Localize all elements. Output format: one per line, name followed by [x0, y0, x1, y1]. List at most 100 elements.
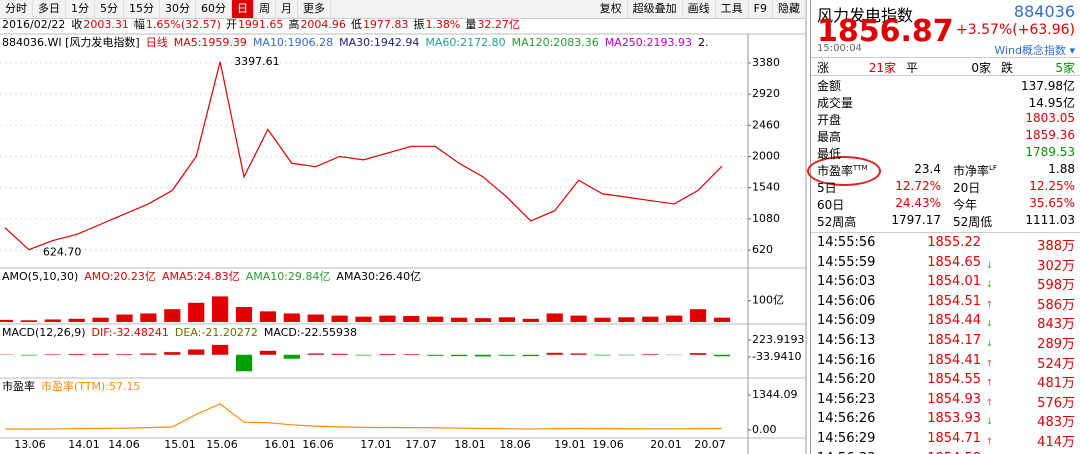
- trade-time: 14:55:59: [817, 254, 876, 270]
- bar: [474, 318, 492, 322]
- quote-change: +3.57%(+63.96): [956, 22, 1075, 38]
- info-value: 1.38%: [425, 18, 461, 31]
- index-type[interactable]: Wind概念指数 ▾: [994, 44, 1075, 57]
- bar: [212, 344, 229, 355]
- ratio-value: 1.88: [1048, 162, 1075, 176]
- info-item: 幅1.65%(32.57): [134, 18, 221, 31]
- bar: [546, 352, 563, 355]
- x-tick-label: 20.07: [694, 438, 726, 451]
- value-label: 624.70: [43, 246, 82, 259]
- x-tick-label: 18.06: [499, 438, 531, 451]
- legend-item: MACD(12,26,9): [2, 326, 86, 339]
- bar: [116, 314, 133, 322]
- bar: [164, 309, 181, 322]
- tab[interactable]: 5分: [95, 0, 124, 18]
- bar: [594, 354, 611, 356]
- bar: [403, 316, 420, 322]
- bar: [570, 353, 587, 355]
- ratio-value: 12.25%: [1029, 179, 1075, 193]
- quote-panel: 风力发电指数 884036 1856.87 +3.57%(+63.96) 15:…: [807, 0, 1080, 454]
- toolbar-button[interactable]: 复权: [595, 0, 628, 18]
- trade-volume: 576万: [1037, 395, 1075, 411]
- tab[interactable]: 更多: [298, 0, 331, 18]
- y-tick-label: 1080: [752, 212, 780, 225]
- trade-time: 14:56:26: [817, 411, 876, 427]
- ratio-label: 52周低: [953, 213, 992, 230]
- legend-item: AMA5:24.83亿: [161, 270, 240, 283]
- tab[interactable]: 1分: [66, 0, 95, 18]
- ratio-value: 1797.17: [891, 213, 941, 227]
- x-tick-label: 19.01: [554, 438, 586, 451]
- quote-time: 15:00:04: [817, 43, 862, 54]
- trade-price: 1855.22: [927, 235, 981, 250]
- tab[interactable]: 周: [254, 0, 276, 18]
- legend: 市盈率 市盈率(TTM):57.15: [2, 380, 147, 394]
- y-tick-label: 0.00: [752, 423, 777, 436]
- tab[interactable]: 日: [232, 0, 254, 18]
- info-item: 开1991.65: [226, 18, 284, 31]
- bar: [618, 317, 635, 322]
- legend-item: AMO:20.23亿: [84, 270, 156, 283]
- legend-item: DEA:-21.20272: [174, 326, 258, 339]
- quote-name: 风力发电指数: [817, 6, 914, 25]
- stat-label: 最高: [817, 130, 842, 144]
- trade-arrow: 🡓: [987, 319, 992, 330]
- bar: [522, 354, 539, 357]
- tab[interactable]: 分时: [0, 0, 33, 18]
- bar: [92, 353, 109, 355]
- trade-volume: 289万: [1037, 337, 1075, 352]
- bar: [451, 317, 468, 322]
- trade-time: 14:56:06: [817, 293, 876, 309]
- ratio-name: 52周高: [817, 215, 857, 229]
- x-tick-label: 20.01: [650, 438, 682, 451]
- tab[interactable]: 30分: [160, 0, 196, 18]
- y-tick-label: 3380: [752, 56, 780, 69]
- legend-item: AMA30:26.40亿: [336, 270, 422, 283]
- info-item: 振1.38%: [413, 18, 460, 31]
- bar: [188, 302, 205, 322]
- info-item: 量32.27亿: [465, 18, 520, 31]
- trade-arrow: 🡓: [987, 280, 992, 291]
- toolbar-button[interactable]: 工具: [716, 0, 749, 18]
- bar: [642, 354, 659, 355]
- legend-item: MA30:1942.94: [339, 36, 420, 49]
- stat-label: 金额: [817, 79, 842, 93]
- info-label: 收: [71, 18, 83, 31]
- trade-time: 14:56:33: [817, 451, 875, 454]
- legend: MACD(12,26,9) DIF:-32.48241 DEA:-21.20272 M…: [2, 326, 363, 340]
- info-value: 2003.31: [83, 18, 129, 31]
- toolbar-button[interactable]: F9: [749, 0, 773, 18]
- bar: [20, 320, 37, 322]
- ratio-name: 今年: [953, 198, 978, 212]
- x-tick-label: 14.06: [108, 438, 140, 451]
- trade-volume: 414万: [1037, 435, 1075, 450]
- trade-time: 14:56:23: [817, 391, 876, 407]
- trade-time: 14:56:03: [817, 274, 876, 290]
- info-label: 低: [350, 18, 362, 31]
- bar: [594, 317, 611, 322]
- bar: [307, 353, 324, 355]
- trade-volume: 598万: [1037, 278, 1075, 294]
- y-tick-label: -33.9410: [752, 350, 801, 363]
- charts: 3380 2920 2460 2000 1540 1080 620 624.70 3397.61…: [0, 0, 807, 454]
- tab[interactable]: 60分: [196, 0, 232, 18]
- y-tick-label: 1344.09: [752, 388, 798, 401]
- bar: [522, 318, 539, 322]
- toolbar-button[interactable]: 画线: [683, 0, 716, 18]
- toolbar-button[interactable]: 超级叠加: [628, 0, 683, 18]
- stat-value: 137.98亿: [1021, 79, 1075, 93]
- toolbar-button[interactable]: 隐藏: [773, 0, 806, 18]
- trade-price: 1854.65: [927, 254, 981, 270]
- tab[interactable]: 月: [276, 0, 298, 18]
- tab[interactable]: 15分: [124, 0, 160, 18]
- tab[interactable]: 多日: [33, 0, 66, 18]
- legend-item: 市盈率: [2, 380, 35, 393]
- x-tick-label: 19.06: [592, 438, 624, 451]
- ratio-sup: TTM: [853, 164, 868, 172]
- legend: AMO(5,10,30) AMO:20.23亿 AMA5:24.83亿 AMA10:2…: [2, 270, 427, 284]
- bar: [92, 317, 109, 322]
- breadth-label: 跌: [1001, 61, 1014, 75]
- info-value: 1977.83: [362, 18, 409, 31]
- info-value: 2004.96: [300, 18, 346, 31]
- trade-arrow: 🡓: [987, 417, 992, 428]
